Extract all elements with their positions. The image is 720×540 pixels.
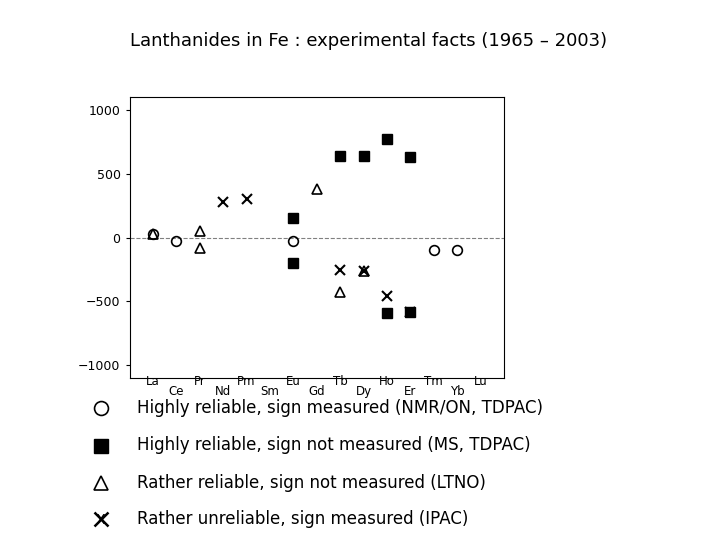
Text: Pm: Pm [238, 375, 256, 388]
Text: x: x [96, 510, 106, 529]
Text: Gd: Gd [308, 385, 325, 398]
Text: Tm: Tm [424, 375, 444, 388]
Text: La: La [146, 375, 160, 388]
Text: Er: Er [404, 385, 417, 398]
Text: Dy: Dy [356, 385, 372, 398]
Text: Highly reliable, sign measured (NMR/ON, TDPAC): Highly reliable, sign measured (NMR/ON, … [137, 399, 543, 417]
Text: Rather unreliable, sign measured (IPAC): Rather unreliable, sign measured (IPAC) [137, 510, 468, 529]
Text: Rather reliable, sign not measured (LTNO): Rather reliable, sign not measured (LTNO… [137, 474, 486, 492]
Text: Nd: Nd [215, 385, 231, 398]
Text: Eu: Eu [286, 375, 301, 388]
Text: Yb: Yb [450, 385, 464, 398]
Text: Ce: Ce [168, 385, 184, 398]
Text: Pr: Pr [194, 375, 206, 388]
Text: Tb: Tb [333, 375, 348, 388]
Text: Lanthanides in Fe : experimental facts (1965 – 2003): Lanthanides in Fe : experimental facts (… [130, 32, 607, 50]
Text: Lu: Lu [474, 375, 487, 388]
Text: Ho: Ho [379, 375, 395, 388]
Text: Highly reliable, sign not measured (MS, TDPAC): Highly reliable, sign not measured (MS, … [137, 436, 531, 455]
Text: Sm: Sm [261, 385, 279, 398]
